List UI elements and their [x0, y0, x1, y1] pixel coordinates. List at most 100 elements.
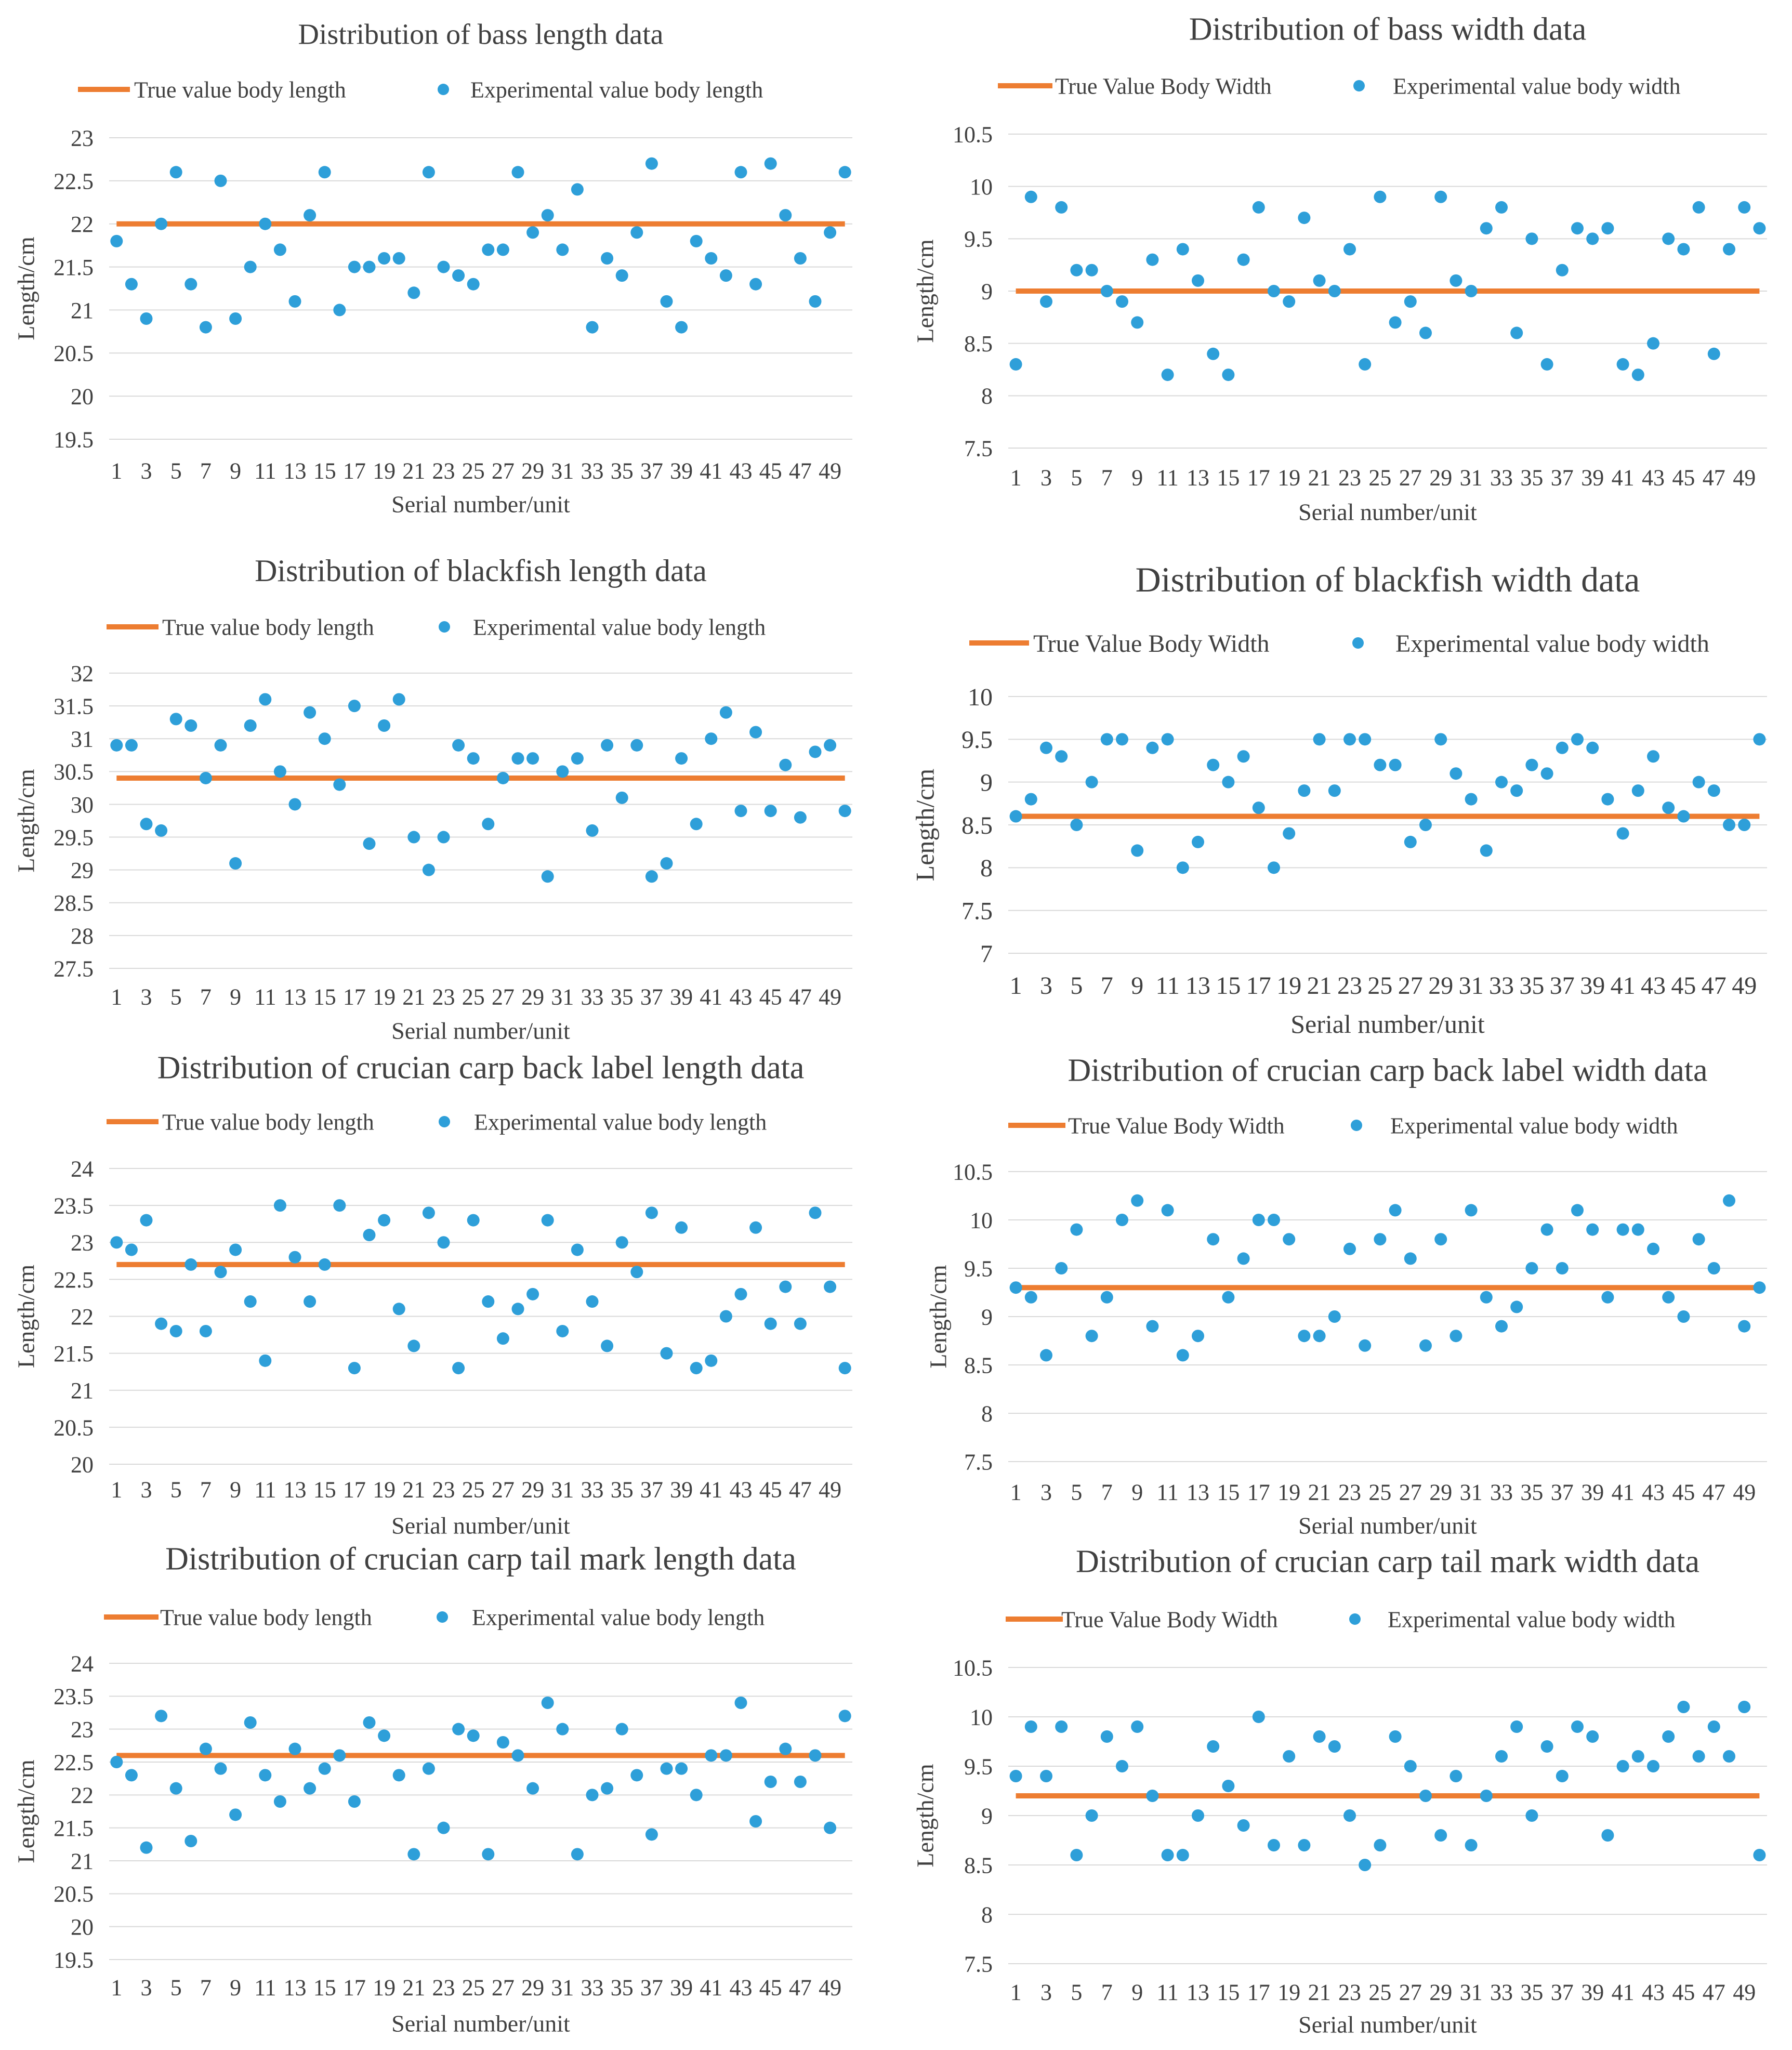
data-point: [719, 1310, 732, 1323]
data-point: [1359, 1339, 1372, 1352]
data-point: [645, 870, 658, 883]
data-point: [1753, 1849, 1766, 1861]
data-point: [125, 278, 138, 291]
x-tick-label: 3: [141, 458, 152, 483]
x-tick-label: 41: [700, 984, 722, 1009]
x-tick-label: 49: [819, 458, 841, 483]
x-tick-label: 13: [284, 984, 307, 1009]
data-point: [155, 1317, 168, 1330]
data-point: [482, 1295, 495, 1308]
data-point: [110, 739, 123, 752]
data-point: [1753, 733, 1766, 746]
data-point: [1677, 1701, 1690, 1713]
x-tick-label: 11: [254, 984, 276, 1009]
data-point: [511, 1303, 524, 1316]
y-tick-label: 9: [981, 1304, 993, 1330]
chart-5: Distribution of crucian carp back label …: [13, 1050, 852, 1539]
data-point: [809, 1206, 822, 1219]
x-tick-label: 15: [1217, 1979, 1240, 2005]
data-point: [155, 217, 168, 230]
data-point: [482, 1848, 495, 1861]
x-tick-label: 3: [1040, 1979, 1052, 2005]
data-point: [110, 1756, 123, 1768]
data-point: [1723, 1194, 1735, 1207]
data-point: [244, 719, 257, 732]
x-tick-label: 11: [254, 1477, 276, 1502]
data-point: [244, 260, 257, 273]
data-point: [1268, 861, 1280, 874]
data-point: [1055, 1720, 1068, 1733]
y-tick-label: 23: [71, 1230, 94, 1256]
data-point: [615, 1236, 628, 1249]
data-point: [1283, 827, 1296, 840]
data-point: [333, 778, 346, 791]
data-point: [615, 269, 628, 282]
data-point: [1192, 1809, 1204, 1822]
data-point: [1131, 1720, 1144, 1733]
y-tick-label: 22.5: [54, 1267, 94, 1293]
x-tick-label: 19: [1276, 972, 1301, 1000]
data-point: [1222, 1780, 1235, 1792]
data-point: [675, 1221, 688, 1234]
x-tick-label: 41: [1612, 1479, 1635, 1505]
data-point: [1510, 784, 1523, 797]
data-point: [422, 166, 435, 179]
data-point: [1131, 316, 1144, 329]
data-point: [1525, 1809, 1538, 1822]
x-tick-label: 45: [1672, 1479, 1695, 1505]
legend: True value body length Experimental value…: [104, 1605, 765, 1630]
data-point: [719, 269, 732, 282]
x-tick-label: 15: [313, 1477, 336, 1502]
y-tick-label: 22: [71, 212, 94, 237]
data-point: [1100, 285, 1113, 297]
data-point: [140, 312, 153, 325]
legend-point-marker: [437, 1611, 448, 1623]
data-point: [1571, 1720, 1584, 1733]
x-tick-label: 19: [373, 984, 396, 1009]
data-point: [1404, 835, 1417, 848]
legend-point-label: Experimental value body width: [1388, 1607, 1676, 1632]
data-point: [378, 1214, 391, 1227]
data-point: [229, 1243, 242, 1256]
data-point: [1024, 793, 1037, 806]
x-tick-label: 15: [313, 984, 336, 1009]
x-tick-label: 39: [1581, 1479, 1604, 1505]
legend-line-label: True Value Body Width: [1061, 1607, 1278, 1632]
data-point: [1237, 1819, 1250, 1832]
data-point: [1404, 1252, 1417, 1265]
data-point: [1419, 1339, 1432, 1352]
data-point: [1601, 1291, 1614, 1304]
chart-title: Distribution of crucian carp back label …: [157, 1050, 805, 1086]
data-point: [571, 1848, 584, 1861]
y-tick-label: 21: [71, 1848, 94, 1874]
data-point: [1070, 1849, 1083, 1861]
y-tick-label: 27.5: [54, 956, 94, 981]
data-point: [1085, 264, 1098, 277]
legend-point-label: Experimental value body length: [470, 77, 763, 102]
x-tick-label: 45: [1671, 972, 1696, 1000]
y-tick-label: 20.5: [54, 1882, 94, 1907]
data-point: [1116, 1760, 1128, 1772]
chart-title: Distribution of bass length data: [298, 19, 663, 51]
data-point: [1510, 1720, 1523, 1733]
data-point: [1465, 793, 1478, 806]
x-tick-label: 31: [551, 984, 574, 1009]
y-tick-label: 10: [970, 174, 993, 200]
data-point: [363, 1716, 376, 1729]
data-point: [630, 739, 643, 752]
data-point: [809, 745, 822, 758]
data-point: [690, 818, 703, 831]
data-point: [1268, 1839, 1280, 1851]
x-tick-label: 17: [1246, 972, 1271, 1000]
data-point: [452, 269, 465, 282]
x-tick-label: 33: [581, 1477, 604, 1502]
data-point: [511, 752, 524, 765]
y-tick-label: 29.5: [54, 825, 94, 850]
data-point: [273, 1795, 286, 1808]
data-point: [482, 243, 495, 256]
data-point: [185, 1835, 197, 1847]
x-tick-label: 39: [1581, 465, 1604, 490]
x-tick-label: 13: [1185, 972, 1210, 1000]
data-point: [1631, 369, 1644, 382]
data-point: [1298, 1839, 1311, 1851]
